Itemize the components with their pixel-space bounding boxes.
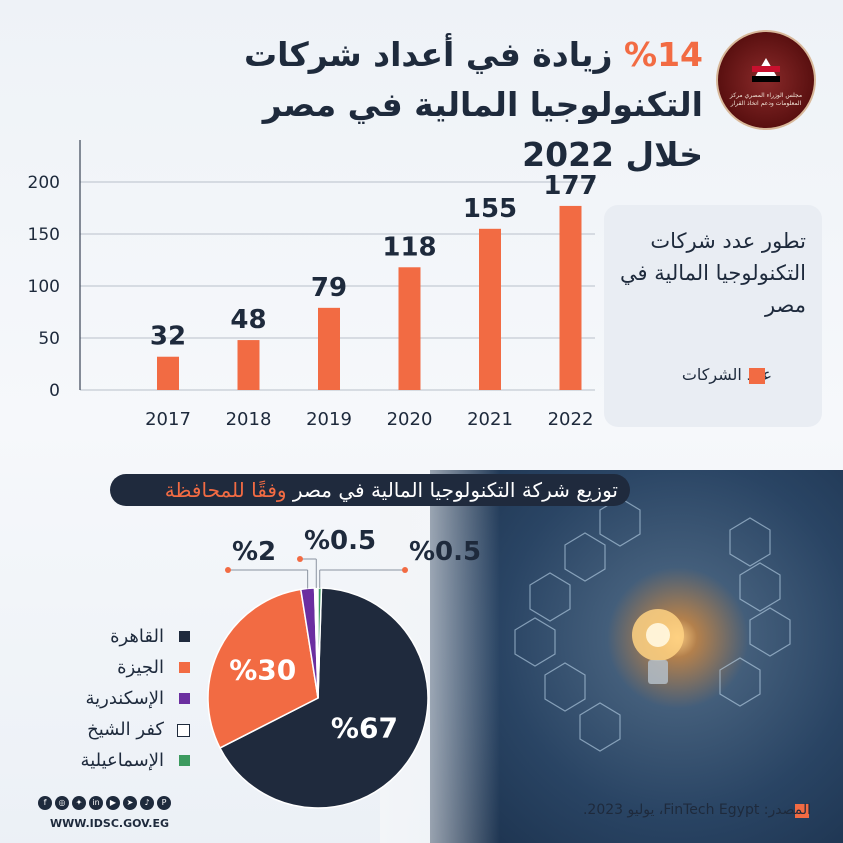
pie-legend-swatch <box>179 693 190 704</box>
x-tick-label: 2019 <box>306 409 352 430</box>
source-text: المصدر: FinTech Egypt، يوليو 2023. <box>582 802 811 818</box>
website-link[interactable]: WWW.IDSC.GOV.EG <box>50 817 169 830</box>
x-tick-label: 2021 <box>467 409 513 430</box>
social-icons: f ◎ ✦ in ▶ ➤ ♪ P <box>38 796 171 814</box>
bar <box>157 356 179 390</box>
pie-legend-label: كفر الشيخ <box>87 719 164 740</box>
bar <box>398 267 421 390</box>
twitter-icon[interactable]: ✦ <box>72 796 86 810</box>
bar <box>479 228 501 390</box>
telegram-icon[interactable]: ➤ <box>123 796 137 810</box>
pie-legend-swatch <box>179 755 190 766</box>
pie-header-text: توزيع شركة التكنولوجيا المالية في مصر وف… <box>165 476 618 504</box>
x-tick-label: 2020 <box>387 409 433 430</box>
pie-legend-label: الجيزة <box>117 657 164 678</box>
idsc-logo: مجلس الوزراء المصري مركز المعلومات ودعم … <box>716 30 816 130</box>
youtube-icon[interactable]: ▶ <box>106 796 120 810</box>
pie-legend-swatch <box>179 662 190 673</box>
pie-legend-label: القاهرة <box>110 626 164 647</box>
logo-text: مجلس الوزراء المصري مركز المعلومات ودعم … <box>729 92 803 107</box>
bar <box>318 307 340 390</box>
egypt-flag-icon <box>752 58 780 82</box>
bar-value-label: 32 <box>150 322 186 352</box>
pie-legend-item: الإسماعيلية <box>60 749 190 780</box>
pie-legend-item: الإسكندرية <box>60 687 190 718</box>
bar-chart-panel: 0 50 100 150 200 32 2017 48 2018 79 2019 118 2020 155… <box>20 135 605 435</box>
bar <box>237 340 260 390</box>
facebook-icon[interactable]: f <box>38 796 52 810</box>
tiktok-icon[interactable]: ♪ <box>140 796 154 810</box>
pie-header-main: توزيع شركة التكنولوجيا المالية في مصر <box>286 478 618 502</box>
pie-legend-item: كفر الشيخ <box>60 718 190 749</box>
bar-value-label: 177 <box>543 171 597 201</box>
page-title: %14 زيادة في أعداد شركات التكنولوجيا الم… <box>183 30 703 180</box>
bar-legend-title: تطور عدد شركات التكنولوجيا المالية في مص… <box>620 229 806 317</box>
pie-legend-swatch <box>177 724 190 737</box>
y-tick-label: 200 <box>28 173 60 193</box>
y-tick-label: 150 <box>28 225 60 245</box>
bar-chart: 0 50 100 150 200 32 2017 48 2018 79 2019 118 2020 155… <box>28 140 598 430</box>
pie-legend-item: القاهرة <box>60 625 190 656</box>
instagram-icon[interactable]: ◎ <box>55 796 69 810</box>
x-tick-label: 2022 <box>548 409 594 430</box>
pie-legend-item: الجيزة <box>60 656 190 687</box>
bar-legend-swatch <box>749 368 765 384</box>
bar-value-label: 155 <box>463 194 517 224</box>
pie-legend: القاهرة الجيزة الإسكندرية كفر الشيخ الإسماعي… <box>60 625 190 780</box>
tech-hexagon-graphic <box>514 497 791 752</box>
pie-header-accent: وفقًا للمحافظة <box>164 478 287 502</box>
title-accent: %14 <box>624 35 703 74</box>
linkedin-icon[interactable]: in <box>89 796 103 810</box>
y-tick-label: 100 <box>28 277 60 297</box>
bar-legend: تطور عدد شركات التكنولوجيا المالية في مص… <box>604 205 822 427</box>
x-tick-label: 2017 <box>145 409 191 430</box>
y-tick-label: 50 <box>38 329 60 349</box>
pie-section-header: توزيع شركة التكنولوجيا المالية في مصر وف… <box>110 474 630 506</box>
x-tick-label: 2018 <box>226 409 272 430</box>
pie-legend-swatch <box>179 631 190 642</box>
title-text: زيادة في أعداد شركات التكنولوجيا المالية… <box>243 35 703 174</box>
bar <box>559 205 582 390</box>
pinterest-icon[interactable]: P <box>157 796 171 810</box>
bar-value-label: 48 <box>230 305 266 335</box>
source-swatch <box>795 804 809 818</box>
y-tick-label: 0 <box>49 381 60 401</box>
bar-value-label: 118 <box>382 232 436 262</box>
pie-legend-label: الإسماعيلية <box>80 750 164 771</box>
bar-value-label: 79 <box>311 273 347 303</box>
pie-legend-label: الإسكندرية <box>85 688 164 709</box>
